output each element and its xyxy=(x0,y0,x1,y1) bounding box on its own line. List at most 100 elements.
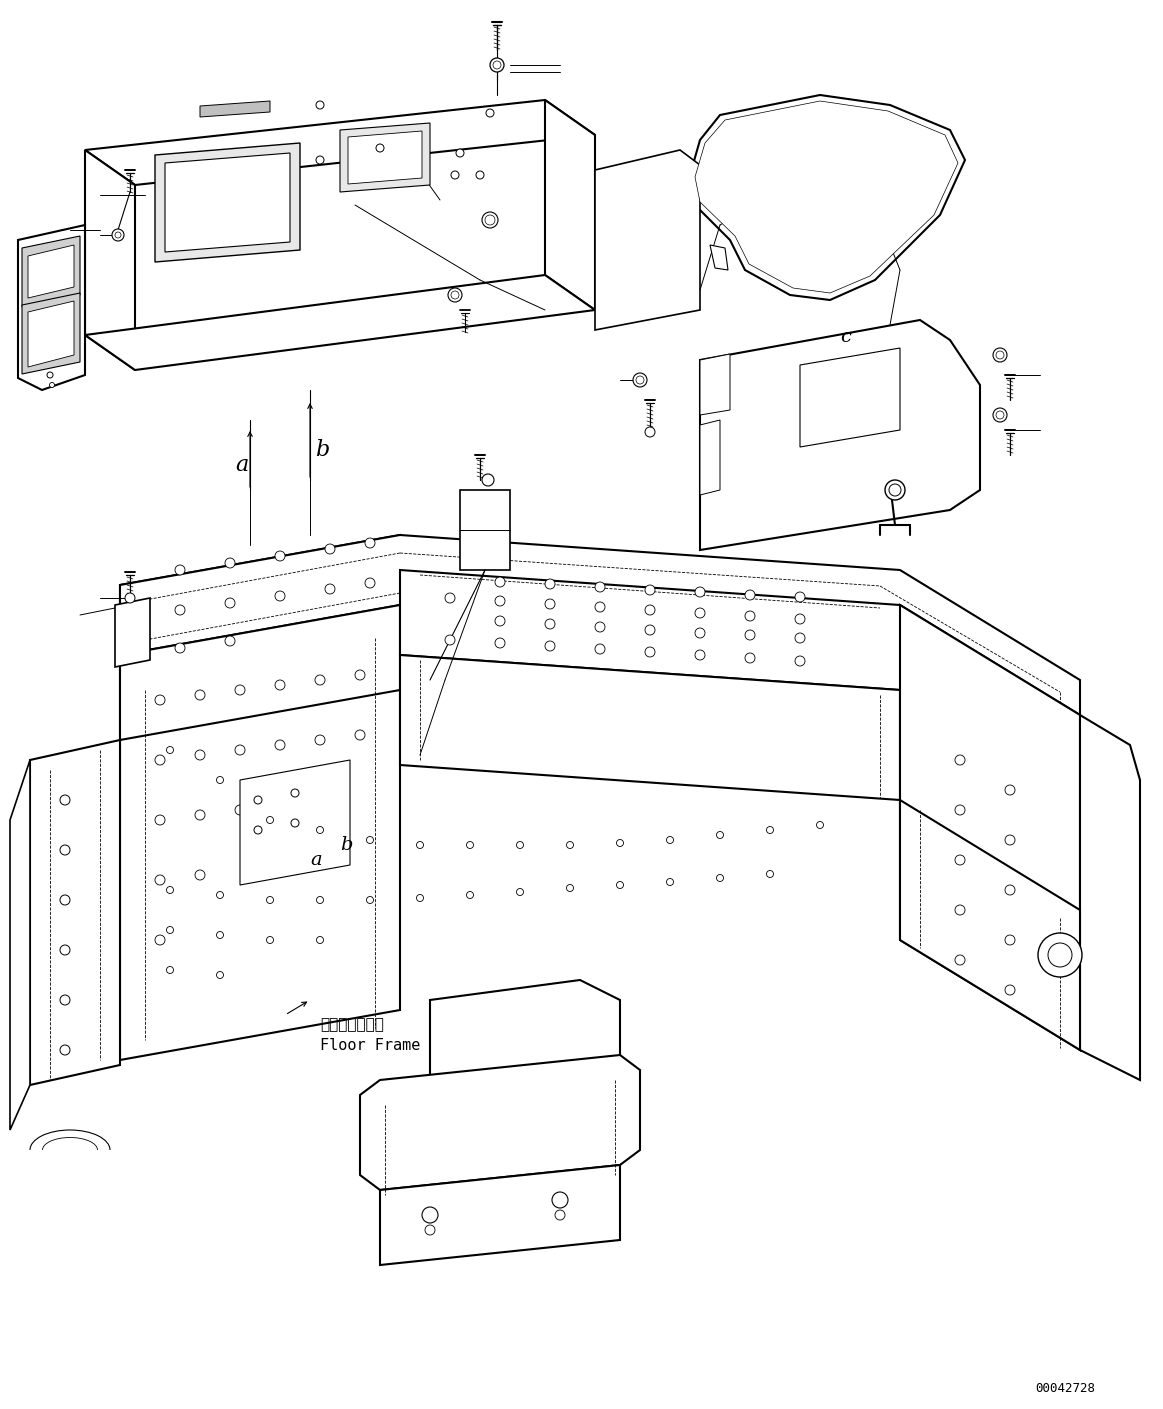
Circle shape xyxy=(195,869,205,881)
Circle shape xyxy=(366,896,373,903)
Circle shape xyxy=(495,596,505,606)
Circle shape xyxy=(816,821,823,828)
Circle shape xyxy=(316,101,324,108)
Circle shape xyxy=(174,604,185,614)
Polygon shape xyxy=(340,123,430,192)
Polygon shape xyxy=(240,759,350,885)
Circle shape xyxy=(316,937,323,944)
Circle shape xyxy=(595,602,605,612)
Circle shape xyxy=(365,578,374,588)
Circle shape xyxy=(274,681,285,690)
Circle shape xyxy=(795,657,805,666)
Polygon shape xyxy=(361,1055,640,1191)
Circle shape xyxy=(493,61,501,69)
Circle shape xyxy=(745,590,755,600)
Circle shape xyxy=(485,216,495,225)
Text: a: a xyxy=(311,851,322,869)
Polygon shape xyxy=(85,100,595,185)
Circle shape xyxy=(716,875,723,882)
Circle shape xyxy=(291,789,299,797)
Polygon shape xyxy=(461,490,511,571)
Circle shape xyxy=(416,841,423,848)
Circle shape xyxy=(1039,933,1082,976)
Circle shape xyxy=(645,427,655,437)
Circle shape xyxy=(745,652,755,664)
Circle shape xyxy=(466,841,473,848)
Circle shape xyxy=(291,819,299,827)
Circle shape xyxy=(516,841,523,848)
Circle shape xyxy=(645,626,655,635)
Circle shape xyxy=(666,878,673,885)
Circle shape xyxy=(545,599,555,609)
Circle shape xyxy=(885,480,905,500)
Circle shape xyxy=(490,58,504,72)
Circle shape xyxy=(174,565,185,575)
Circle shape xyxy=(451,170,459,179)
Circle shape xyxy=(595,621,605,633)
Circle shape xyxy=(636,376,644,385)
Circle shape xyxy=(955,805,965,814)
Circle shape xyxy=(996,351,1004,359)
Circle shape xyxy=(274,800,285,810)
Circle shape xyxy=(155,755,165,765)
Circle shape xyxy=(996,411,1004,418)
Circle shape xyxy=(555,1210,565,1220)
Polygon shape xyxy=(85,149,135,371)
Circle shape xyxy=(1005,885,1015,895)
Circle shape xyxy=(495,638,505,648)
Circle shape xyxy=(315,675,324,685)
Circle shape xyxy=(993,409,1007,423)
Circle shape xyxy=(254,826,262,834)
Circle shape xyxy=(315,735,324,745)
Circle shape xyxy=(366,837,373,844)
Circle shape xyxy=(795,592,805,602)
Circle shape xyxy=(1005,936,1015,945)
Circle shape xyxy=(155,936,165,945)
Polygon shape xyxy=(85,275,595,371)
Circle shape xyxy=(155,814,165,826)
Circle shape xyxy=(695,588,705,597)
Circle shape xyxy=(224,597,235,609)
Circle shape xyxy=(224,558,235,568)
Circle shape xyxy=(645,585,655,595)
Polygon shape xyxy=(700,320,980,550)
Circle shape xyxy=(481,473,494,486)
Circle shape xyxy=(166,927,173,934)
Circle shape xyxy=(495,616,505,626)
Circle shape xyxy=(60,895,70,905)
Circle shape xyxy=(645,604,655,614)
Circle shape xyxy=(1005,836,1015,845)
Polygon shape xyxy=(155,142,300,262)
Circle shape xyxy=(266,896,273,903)
Polygon shape xyxy=(28,302,74,366)
Polygon shape xyxy=(380,1165,620,1265)
Circle shape xyxy=(445,593,455,603)
Polygon shape xyxy=(1080,714,1140,1081)
Circle shape xyxy=(552,1192,568,1208)
Polygon shape xyxy=(10,759,30,1130)
Circle shape xyxy=(1048,943,1072,967)
Circle shape xyxy=(795,614,805,624)
Circle shape xyxy=(416,895,423,902)
Circle shape xyxy=(316,156,324,163)
Circle shape xyxy=(266,816,273,823)
Circle shape xyxy=(545,641,555,651)
Circle shape xyxy=(889,485,901,496)
Circle shape xyxy=(60,795,70,805)
Text: c: c xyxy=(840,328,851,347)
Circle shape xyxy=(695,609,705,619)
Circle shape xyxy=(216,776,223,783)
Circle shape xyxy=(516,889,523,896)
Polygon shape xyxy=(22,293,80,373)
Text: a: a xyxy=(235,454,248,476)
Circle shape xyxy=(1005,985,1015,995)
Circle shape xyxy=(695,650,705,659)
Circle shape xyxy=(112,230,124,241)
Circle shape xyxy=(495,578,505,588)
Circle shape xyxy=(745,630,755,640)
Circle shape xyxy=(166,967,173,974)
Circle shape xyxy=(316,896,323,903)
Circle shape xyxy=(445,635,455,645)
Circle shape xyxy=(422,1208,438,1223)
Polygon shape xyxy=(430,981,620,1120)
